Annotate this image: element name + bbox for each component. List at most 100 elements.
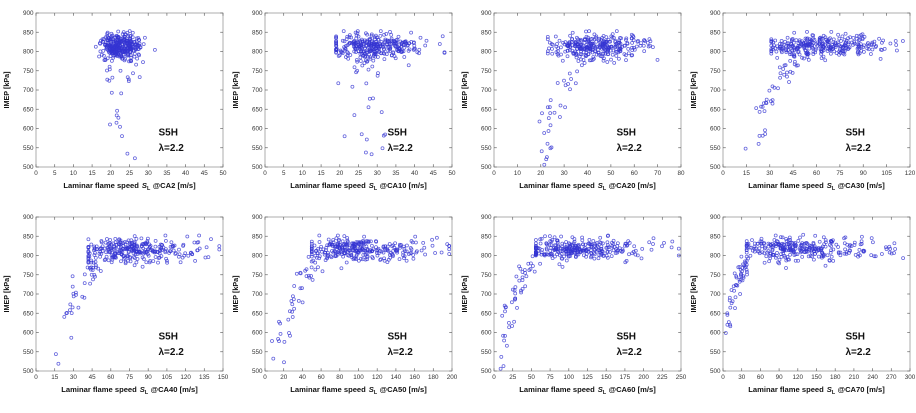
y-tick-label: 800 (710, 253, 721, 260)
subplot-ca40: 0 15 30 45 60 75 90 105 120 135 150 500 550 600 650 700… (0, 204, 229, 408)
y-tick-label: 550 (710, 349, 721, 356)
y-tick-label: 750 (252, 68, 263, 75)
y-tick-label: 650 (710, 106, 721, 113)
y-tick-label: 800 (481, 253, 492, 260)
x-tick-label: 0 (492, 170, 496, 177)
x-tick-label: 40 (584, 170, 592, 177)
y-axis-label: IMEP [kPa] (460, 275, 469, 312)
annotation-case-label: S5H (158, 331, 177, 342)
x-tick-label: 90 (860, 170, 868, 177)
x-tick-label: 20 (336, 170, 344, 177)
scatter-points (334, 29, 447, 157)
annotation-case-label: S5H (616, 127, 635, 138)
subplot-ca50: 0 20 40 60 80 100 120 140 160 180 200 500 550 600 650 7… (229, 204, 458, 408)
y-tick-label: 500 (710, 368, 721, 375)
x-axis-label: Laminar flame speed SL @CA50 [m/s] (290, 385, 427, 396)
y-tick-label: 500 (23, 368, 34, 375)
x-tick-label: 30 (738, 374, 746, 381)
y-tick-label: 700 (481, 87, 492, 94)
y-tick-label: 900 (710, 10, 721, 17)
x-tick-label: 45 (201, 170, 209, 177)
chart-svg-ca70: 0 30 60 90 120 150 180 210 240 270 300 500 550 600 650… (687, 204, 916, 408)
x-tick-label: 20 (537, 170, 545, 177)
y-tick-label: 850 (481, 233, 492, 240)
x-tick-label: 0 (34, 374, 38, 381)
y-tick-label: 750 (252, 272, 263, 279)
chart-svg-ca30: 0 15 30 45 60 75 90 105 120 500 550 600 650 700 750 800… (687, 0, 916, 204)
y-tick-label: 900 (23, 10, 34, 17)
x-tick-label: 10 (299, 170, 307, 177)
plot-background (687, 0, 916, 204)
y-tick-label: 500 (252, 368, 263, 375)
y-tick-label: 700 (23, 87, 34, 94)
x-tick-label: 160 (409, 374, 420, 381)
y-tick-label: 650 (23, 310, 34, 317)
y-tick-label: 600 (710, 330, 721, 337)
x-tick-label: 40 (182, 170, 190, 177)
x-tick-label: 80 (336, 374, 344, 381)
y-tick-label: 500 (252, 164, 263, 171)
y-tick-label: 750 (23, 68, 34, 75)
x-tick-label: 90 (145, 374, 153, 381)
x-tick-label: 150 (601, 374, 612, 381)
x-tick-label: 0 (34, 170, 38, 177)
x-tick-label: 0 (263, 170, 267, 177)
x-axis-label: Laminar flame speed SL @CA70 [m/s] (748, 385, 885, 396)
x-tick-label: 30 (766, 170, 774, 177)
y-axis-label: IMEP [kPa] (460, 71, 469, 108)
x-tick-label: 90 (776, 374, 784, 381)
x-tick-label: 270 (886, 374, 897, 381)
plot-background (0, 0, 229, 204)
annotation-lambda-label: λ=2.2 (616, 143, 642, 154)
scatter-points (498, 233, 681, 371)
tick-marks (722, 12, 911, 168)
x-tick-label: 20 (280, 374, 288, 381)
y-tick-label: 900 (710, 214, 721, 221)
y-tick-label: 850 (252, 29, 263, 36)
x-tick-label: 105 (881, 170, 892, 177)
y-tick-label: 750 (481, 68, 492, 75)
y-axis-label: IMEP [kPa] (2, 71, 11, 108)
y-tick-label: 800 (23, 49, 34, 56)
subplot-ca30: 0 15 30 45 60 75 90 105 120 500 550 600 650 700 750 800… (687, 0, 916, 204)
y-tick-label: 550 (481, 349, 492, 356)
y-tick-label: 550 (23, 145, 34, 152)
subplot-ca20: 0 10 20 30 40 50 60 70 80 500 550 600 650 700 750 800 85… (458, 0, 687, 204)
tick-labels: 0 5 10 15 20 25 30 35 40 45 50 500 550 600 650 700 750 80… (252, 10, 456, 177)
y-axis-label: IMEP [kPa] (231, 275, 240, 312)
x-tick-label: 45 (790, 170, 798, 177)
x-tick-label: 5 (282, 170, 286, 177)
y-tick-label: 900 (23, 214, 34, 221)
y-tick-label: 500 (481, 164, 492, 171)
y-tick-label: 600 (23, 126, 34, 133)
tick-labels: 0 25 50 75 100 125 150 175 200 225 250 500 550 600 650… (481, 214, 687, 381)
x-tick-label: 50 (528, 374, 536, 381)
y-axis-label: IMEP [kPa] (2, 275, 11, 312)
x-tick-label: 60 (757, 374, 765, 381)
x-axis-label: Laminar flame speed SL @CA40 [m/s] (61, 385, 198, 396)
y-tick-label: 700 (252, 87, 263, 94)
y-tick-label: 600 (710, 126, 721, 133)
y-tick-label: 850 (710, 233, 721, 240)
y-tick-label: 700 (710, 87, 721, 94)
y-tick-label: 550 (252, 145, 263, 152)
y-tick-label: 650 (710, 310, 721, 317)
y-tick-label: 550 (481, 145, 492, 152)
x-tick-label: 300 (905, 374, 916, 381)
tick-marks (264, 216, 453, 372)
x-tick-label: 120 (793, 374, 804, 381)
y-tick-label: 550 (23, 349, 34, 356)
x-tick-label: 45 (430, 170, 438, 177)
tick-labels: 0 10 20 30 40 50 60 70 80 500 550 600 650 700 750 800 85… (481, 10, 685, 177)
tick-labels: 0 20 40 60 80 100 120 140 160 180 200 500 550 600 650 7… (252, 214, 458, 381)
y-tick-label: 700 (252, 291, 263, 298)
x-tick-label: 30 (374, 170, 382, 177)
scatter-points (54, 233, 222, 366)
scatter-points (537, 29, 660, 167)
x-tick-label: 50 (219, 170, 227, 177)
x-tick-label: 35 (163, 170, 171, 177)
y-tick-label: 850 (481, 29, 492, 36)
x-tick-label: 180 (428, 374, 439, 381)
x-tick-label: 150 (218, 374, 229, 381)
x-tick-label: 25 (355, 170, 363, 177)
